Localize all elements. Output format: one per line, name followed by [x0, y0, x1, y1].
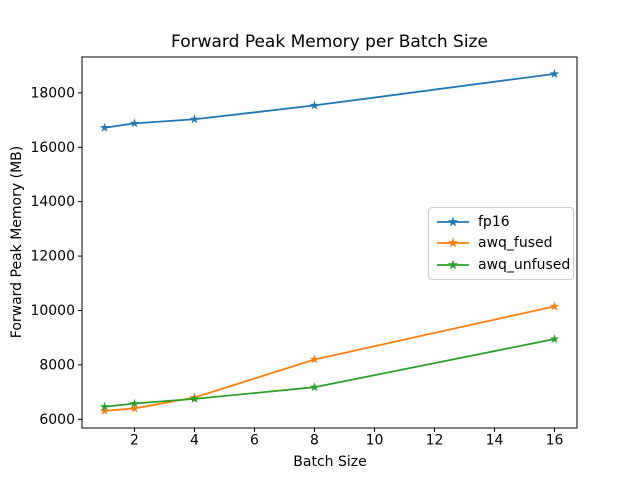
y-tick-label: 8000 [39, 357, 75, 373]
chart-title: Forward Peak Memory per Batch Size [171, 32, 488, 52]
legend-item-fp16: fp16 [436, 212, 566, 232]
y-tick-label: 10000 [30, 303, 75, 319]
legend-item-awq-fused: awq_fused [436, 233, 566, 253]
x-tick-label: 2 [130, 433, 139, 449]
series-marker-awq_unfused [189, 393, 200, 403]
series-marker-fp16 [309, 100, 320, 110]
legend-item-awq-unfused: awq_unfused [436, 255, 570, 275]
x-tick-label: 4 [190, 433, 199, 449]
legend-line-sample-icon [437, 237, 469, 248]
legend-line-sample-icon [437, 216, 469, 227]
x-axis-label: Batch Size [293, 454, 367, 470]
y-tick-label: 6000 [39, 412, 75, 428]
y-tick-label: 16000 [30, 140, 75, 156]
series-line-awq_unfused [103, 338, 556, 408]
series-line-awq_fused [103, 305, 556, 412]
series-marker-awq_unfused [309, 382, 320, 392]
series-marker-awq_fused [129, 403, 140, 413]
series-marker-fp16 [129, 118, 140, 128]
x-tick-label: 12 [426, 433, 444, 449]
series-marker-awq_fused [99, 405, 110, 415]
series-marker-awq_unfused [549, 334, 560, 344]
series-line-fp16 [103, 72, 556, 129]
legend: fp16 awq_fused awq_unfused [428, 207, 574, 280]
series-marker-fp16 [549, 68, 560, 78]
x-tick-label: 14 [486, 433, 504, 449]
axes-frame [81, 56, 578, 429]
y-axis-label: Forward Peak Memory (MB) [9, 145, 25, 339]
y-tick-label: 14000 [30, 194, 75, 210]
x-tick-label: 6 [250, 433, 259, 449]
series-marker-fp16 [99, 122, 110, 132]
x-tick-label: 16 [546, 433, 564, 449]
y-tick-label: 12000 [30, 249, 75, 265]
series-marker-awq_fused [309, 354, 320, 364]
legend-label-awq-unfused: awq_unfused [478, 257, 571, 274]
series-marker-awq_fused [549, 301, 560, 311]
series-marker-fp16 [189, 114, 200, 124]
series-marker-awq_unfused [99, 401, 110, 411]
y-tick-label: 18000 [30, 85, 75, 101]
x-tick-label: 10 [366, 433, 384, 449]
legend-line-sample-icon [437, 259, 469, 270]
x-tick-label: 8 [310, 433, 319, 449]
series-marker-awq_unfused [129, 398, 140, 408]
legend-label-fp16: fp16 [478, 213, 510, 230]
legend-label-awq-fused: awq_fused [478, 235, 553, 252]
